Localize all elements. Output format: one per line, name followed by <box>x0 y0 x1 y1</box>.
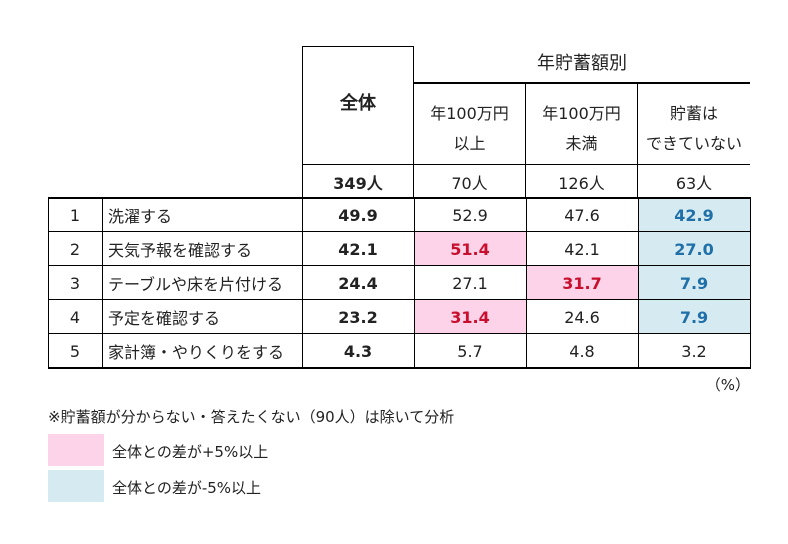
col2-header-line1: 年100万円 <box>542 104 621 123</box>
row-divider <box>48 299 751 300</box>
legend-plus-swatch <box>48 434 104 466</box>
row-rank: 4 <box>69 307 81 327</box>
col-divider <box>414 197 415 369</box>
legend-minus-swatch <box>48 470 104 502</box>
row-divider <box>48 231 751 232</box>
row-col3-value: 27.0 <box>638 232 750 266</box>
row-col1-value: 27.1 <box>452 273 488 293</box>
header-divider <box>525 84 526 198</box>
col-divider <box>48 197 49 369</box>
unit-label: （%） <box>705 376 750 394</box>
count-col2: 126人 <box>558 174 605 193</box>
col-divider <box>638 197 639 369</box>
col1-header-line2: 以上 <box>453 134 486 153</box>
row-col2-value: 31.7 <box>526 266 638 300</box>
row-col1-value: 51.4 <box>414 232 526 266</box>
row-rank: 5 <box>69 341 81 361</box>
row-rank: 3 <box>69 273 81 293</box>
row-col1-value: 52.9 <box>452 205 488 225</box>
row-label: 洗濯する <box>108 207 173 226</box>
row-label: 予定を確認する <box>108 309 221 328</box>
row-col2-value: 42.1 <box>564 239 600 259</box>
row-total-value: 42.1 <box>338 239 378 259</box>
row-col2-value: 24.6 <box>564 307 600 327</box>
row-label: 家計簿・やりくりをする <box>108 343 285 362</box>
row-col2-value: 47.6 <box>564 205 600 225</box>
group-title: 年貯蓄額別 <box>537 53 627 74</box>
row-col3-value: 3.2 <box>681 341 707 361</box>
col-divider <box>750 197 751 369</box>
header-divider <box>637 84 638 198</box>
row-total-value: 4.3 <box>343 341 373 361</box>
table-bottom-border <box>48 367 751 369</box>
legend-minus-label: 全体との差が-5%以上 <box>112 479 262 497</box>
counts-top-rule <box>302 164 750 165</box>
row-col1-value: 5.7 <box>457 341 483 361</box>
row-col3-value: 7.9 <box>638 300 750 334</box>
col2-header-line2: 未満 <box>565 134 598 153</box>
footnote: ※貯蓄額が分からない・答えたくない（90人）は除いて分析 <box>48 408 455 426</box>
row-divider <box>48 265 751 266</box>
row-col3-value: 7.9 <box>638 266 750 300</box>
col-divider <box>526 197 527 369</box>
table-top-border <box>48 197 751 199</box>
total-header-box <box>302 46 414 198</box>
col-divider <box>102 197 103 369</box>
row-divider <box>48 333 751 334</box>
count-col1: 70人 <box>451 174 488 193</box>
row-label: 天気予報を確認する <box>108 241 253 260</box>
count-total: 349人 <box>333 174 383 193</box>
row-col2-value: 4.8 <box>569 341 595 361</box>
col3-header-line2: できていない <box>645 134 742 153</box>
row-col3-value: 42.9 <box>638 198 750 232</box>
total-header-label: 全体 <box>340 93 376 114</box>
col-divider <box>302 197 303 369</box>
row-total-value: 23.2 <box>338 307 378 327</box>
legend-plus-label: 全体との差が+5%以上 <box>112 443 269 461</box>
col3-header-line1: 貯蓄は <box>669 104 718 123</box>
row-col1-value: 31.4 <box>414 300 526 334</box>
row-total-value: 49.9 <box>338 205 378 225</box>
row-rank: 2 <box>69 239 81 259</box>
count-col3: 63人 <box>675 174 713 193</box>
group-title-rule <box>414 82 750 84</box>
row-total-value: 24.4 <box>338 273 378 293</box>
row-label: テーブルや床を片付ける <box>108 275 284 294</box>
col1-header-line1: 年100万円 <box>430 104 509 123</box>
row-rank: 1 <box>69 205 81 225</box>
